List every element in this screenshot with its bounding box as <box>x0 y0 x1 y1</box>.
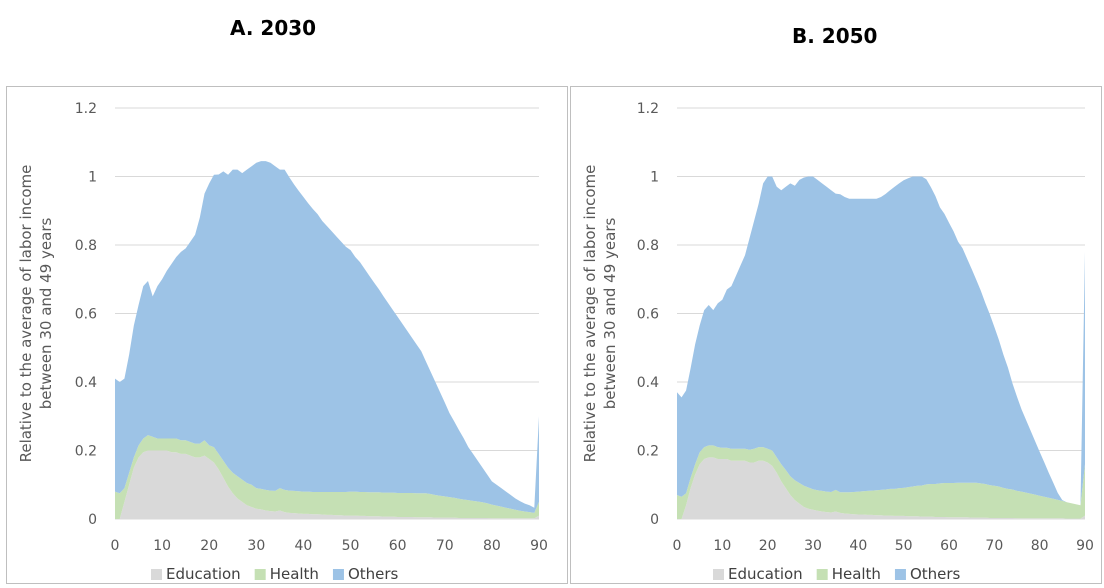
legend-label-education: Education <box>728 565 803 583</box>
y-axis-label: Relative to the average of labor income <box>17 165 35 463</box>
y-tick-label: 1.2 <box>637 101 659 117</box>
x-tick-label: 20 <box>759 538 777 554</box>
area-series-health <box>115 435 539 519</box>
y-tick-label: 0.2 <box>75 444 97 460</box>
chart-b-svg: 0 0.2 0.4 0.6 0.8 1 1.2 0 10 20 30 40 50 60 70 80 90 Rela… <box>581 101 1094 583</box>
chart-b-title: B. 2050 <box>792 24 878 48</box>
legend-swatch-education <box>151 569 162 580</box>
x-tick-label: 0 <box>111 538 120 554</box>
x-tick-label: 50 <box>342 538 360 554</box>
y-tick-label: 1 <box>88 170 97 186</box>
x-tick-label: 20 <box>200 538 218 554</box>
x-tick-label: 40 <box>849 538 867 554</box>
x-tick-label: 90 <box>1076 538 1094 554</box>
legend-swatch-others <box>332 569 344 580</box>
area-series-others <box>677 176 1085 506</box>
x-tick-label: 40 <box>295 538 313 554</box>
y-tick-label: 0.6 <box>75 307 97 323</box>
x-tick-label: 0 <box>673 538 682 554</box>
x-tick-label: 60 <box>389 538 407 554</box>
area-series-health <box>677 445 1085 519</box>
legend-label-others: Others <box>910 565 961 583</box>
x-tick-label: 90 <box>530 538 548 554</box>
x-tick-label: 30 <box>247 538 265 554</box>
legend-swatch-education <box>713 569 724 580</box>
y-tick-label: 0.4 <box>75 375 97 391</box>
x-tick-label: 70 <box>436 538 454 554</box>
x-tick-label: 80 <box>1031 538 1049 554</box>
area-series-education <box>115 450 539 519</box>
y-tick-label: 0.4 <box>637 375 659 391</box>
legend-swatch-health <box>816 569 828 580</box>
legend-label-others: Others <box>348 565 399 583</box>
legend-label-health: Health <box>832 565 881 583</box>
y-axis-label: between 30 and 49 years <box>601 218 619 410</box>
area-series-others <box>115 161 539 513</box>
y-tick-label: 1 <box>650 170 659 186</box>
y-tick-label: 0.8 <box>75 238 97 254</box>
chart-b-frame: 0 0.2 0.4 0.6 0.8 1 1.2 0 10 20 30 40 50 60 70 80 90 Rela… <box>570 86 1102 584</box>
chart-a-frame: 0 0.2 0.4 0.6 0.8 1 1.2 0 10 20 30 40 50 60 70 80 90 Rela… <box>6 86 568 584</box>
legend-swatch-health <box>254 569 266 580</box>
x-tick-label: 60 <box>940 538 958 554</box>
y-axis-label: Relative to the average of labor income <box>581 165 599 463</box>
x-tick-label: 50 <box>895 538 913 554</box>
x-tick-label: 80 <box>483 538 501 554</box>
legend-swatch-others <box>894 569 906 580</box>
x-tick-label: 30 <box>804 538 822 554</box>
y-tick-label: 0.8 <box>637 238 659 254</box>
y-tick-label: 0 <box>650 512 659 528</box>
area-series-education <box>677 457 1085 519</box>
legend-label-education: Education <box>166 565 241 583</box>
y-axis-label: between 30 and 49 years <box>37 218 55 410</box>
y-tick-label: 0.2 <box>637 444 659 460</box>
x-tick-label: 10 <box>153 538 171 554</box>
y-tick-label: 0 <box>88 512 97 528</box>
x-tick-label: 10 <box>713 538 731 554</box>
legend-label-health: Health <box>270 565 319 583</box>
chart-a-title: A. 2030 <box>230 16 317 40</box>
x-tick-label: 70 <box>985 538 1003 554</box>
y-tick-label: 0.6 <box>637 307 659 323</box>
chart-a-svg: 0 0.2 0.4 0.6 0.8 1 1.2 0 10 20 30 40 50 60 70 80 90 Rela… <box>17 101 548 583</box>
y-tick-label: 1.2 <box>75 101 97 117</box>
